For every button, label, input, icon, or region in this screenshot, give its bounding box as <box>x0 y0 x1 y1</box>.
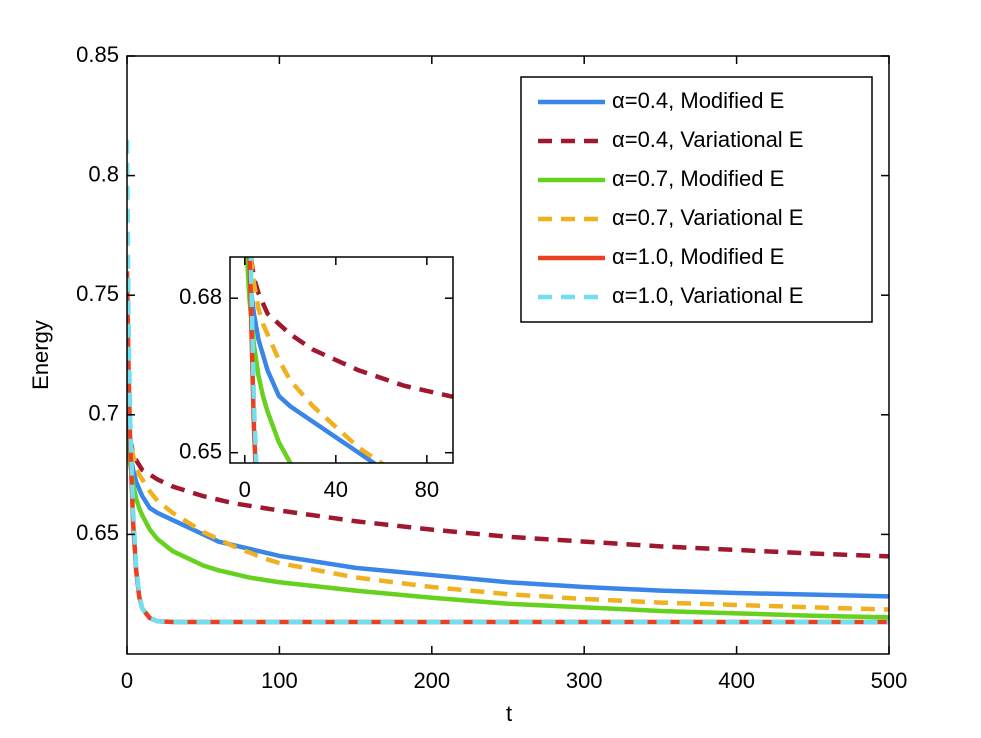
x-tick-label: 40 <box>324 477 348 502</box>
series-line <box>248 257 453 400</box>
series-line <box>244 257 294 463</box>
series-line <box>127 139 889 625</box>
x-tick-label: 100 <box>261 668 298 693</box>
legend-label: α=0.4, Modified E <box>612 88 784 113</box>
series-line <box>127 271 889 625</box>
axes-box <box>126 55 890 655</box>
legend-label: α=0.7, Variational E <box>612 205 803 230</box>
y-tick-label: 0.65 <box>76 520 119 545</box>
x-tick-label: 500 <box>871 668 908 693</box>
series-line <box>127 414 889 599</box>
y-tick-label: 0.8 <box>88 161 119 186</box>
y-tick-label: 0.7 <box>88 401 119 426</box>
legend-label: α=1.0, Variational E <box>612 283 803 308</box>
legend-box <box>520 76 873 323</box>
x-tick-label: 0 <box>121 668 133 693</box>
x-tick-label: 400 <box>718 668 755 693</box>
series-line <box>127 414 889 620</box>
series-group <box>244 257 453 463</box>
series-group <box>127 139 889 625</box>
legend-label: α=0.4, Variational E <box>612 127 803 152</box>
y-tick-label: 0.75 <box>76 281 119 306</box>
axes-box <box>229 256 454 464</box>
inset-background <box>230 257 453 463</box>
y-axis-label: Energy <box>28 320 53 390</box>
y-tick-label: 0.85 <box>76 42 119 67</box>
x-tick-label: 80 <box>415 477 439 502</box>
series-line <box>248 257 386 463</box>
x-axis-label: t <box>506 701 512 726</box>
x-tick-label: 200 <box>413 668 450 693</box>
legend-label: α=1.0, Modified E <box>612 244 784 269</box>
x-tick-label: 300 <box>566 668 603 693</box>
series-line <box>245 257 378 463</box>
legend-label: α=0.7, Modified E <box>612 166 784 191</box>
y-tick-label: 0.65 <box>179 439 222 464</box>
x-tick-label: 0 <box>239 477 251 502</box>
y-tick-label: 0.68 <box>179 284 222 309</box>
